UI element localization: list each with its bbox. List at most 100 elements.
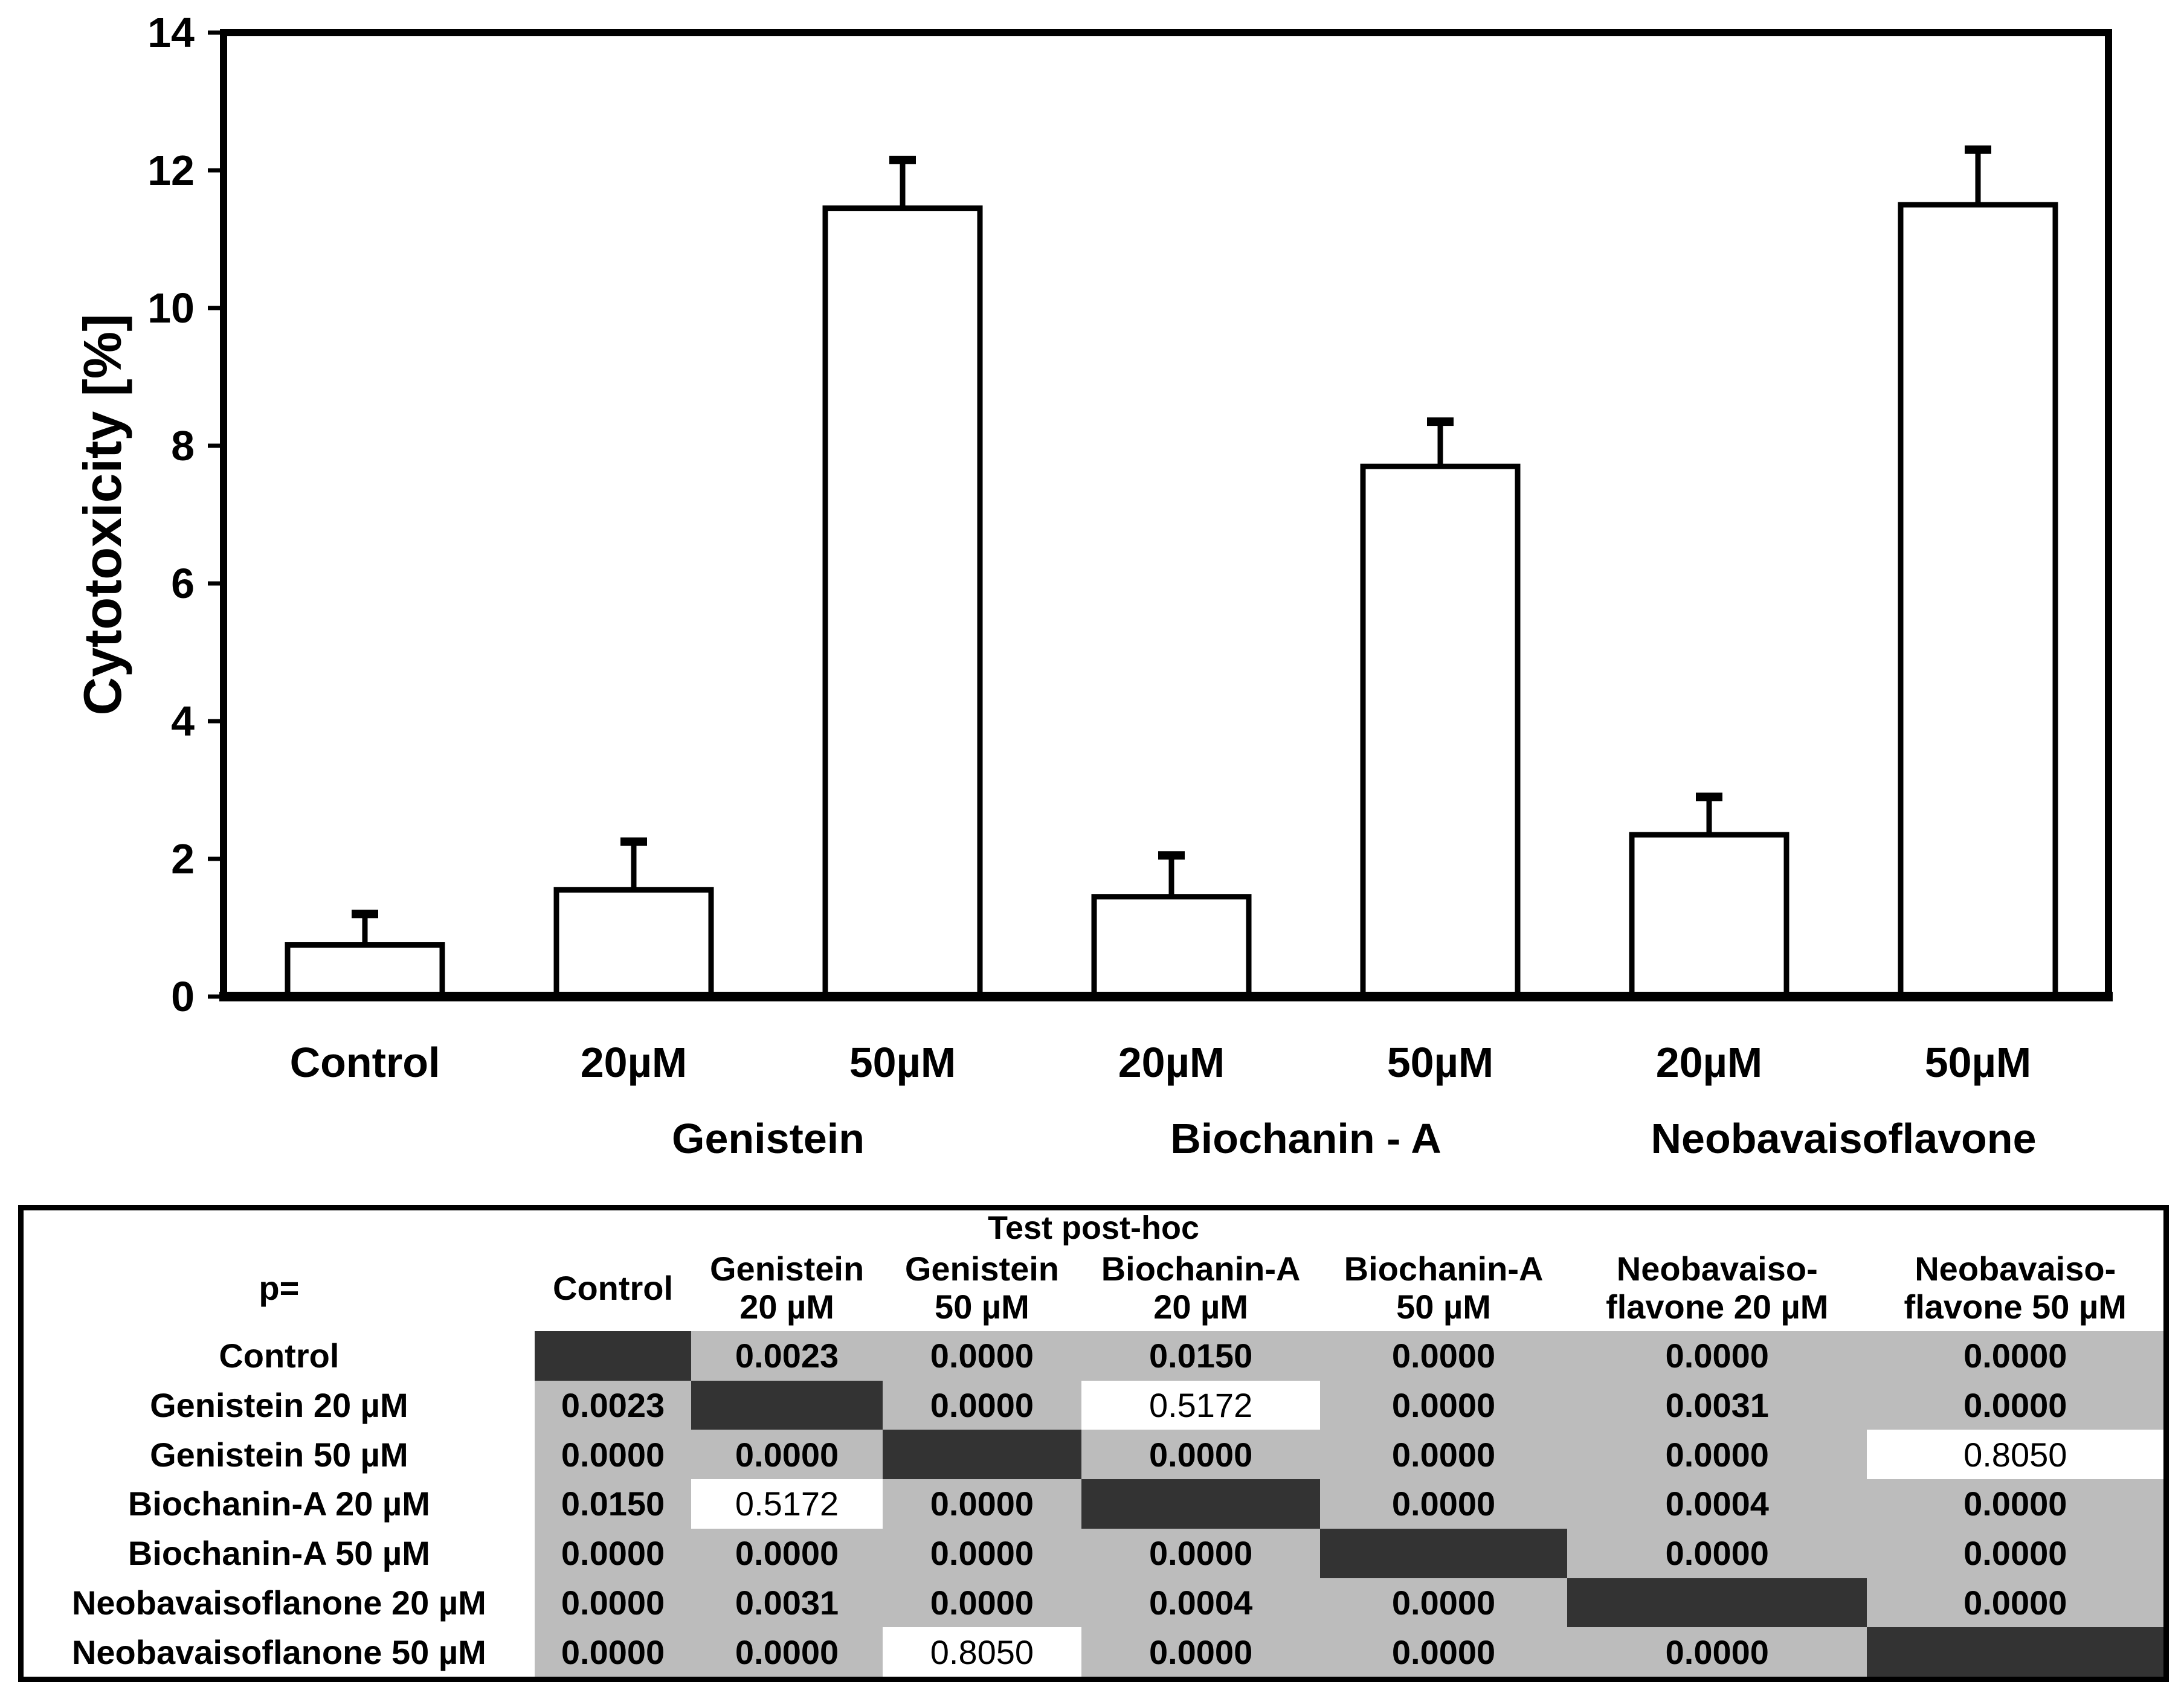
p-value-cell: 0.0000 bbox=[1320, 1430, 1568, 1480]
col-header-line: 20 µM bbox=[1153, 1288, 1248, 1326]
col-header-line: Neobavaiso- bbox=[1915, 1250, 2116, 1288]
diagonal-cell bbox=[691, 1380, 883, 1430]
p-value-cell: 0.0000 bbox=[1081, 1627, 1321, 1677]
row-header: Genistein 20 µM bbox=[24, 1380, 535, 1430]
group-label: Neobavaisoflavone bbox=[1651, 1115, 2037, 1162]
col-header-line: flavone 50 µM bbox=[1904, 1288, 2127, 1326]
col-header: Genistein 50 µM bbox=[882, 1245, 1082, 1331]
x-tick-label: 50µM bbox=[1925, 1039, 2032, 1086]
col-header-line: Control bbox=[553, 1268, 674, 1307]
y-tick-label: 0 bbox=[171, 973, 195, 1020]
p-value-cell: 0.0000 bbox=[882, 1578, 1082, 1628]
p-value-cell: 0.0000 bbox=[1867, 1528, 2163, 1578]
p-value-cell: 0.0000 bbox=[1867, 1380, 2163, 1430]
p-value-cell: 0.0000 bbox=[1320, 1380, 1568, 1430]
p-value-cell: 0.0000 bbox=[691, 1528, 883, 1578]
posthoc-table-grid: Test post-hoc p= Control Genistein 20 µM Ge… bbox=[24, 1210, 2163, 1677]
p-value-cell: 0.0031 bbox=[691, 1578, 883, 1628]
p-value-cell: 0.0000 bbox=[534, 1528, 692, 1578]
bar bbox=[1629, 832, 1789, 1000]
row-header: Neobavaisoflanone 50 µM bbox=[24, 1627, 535, 1677]
p-value-cell: 0.0000 bbox=[882, 1479, 1082, 1529]
p-value-cell: 0.0000 bbox=[882, 1528, 1082, 1578]
p-value-cell: 0.0000 bbox=[1320, 1627, 1568, 1677]
bar bbox=[822, 205, 983, 1000]
p-value-cell: 0.0000 bbox=[691, 1430, 883, 1480]
y-tick-label: 12 bbox=[147, 147, 195, 194]
y-tick-label: 8 bbox=[171, 422, 195, 469]
col-header-line: Biochanin-A bbox=[1101, 1250, 1301, 1288]
col-header-line: Biochanin-A bbox=[1344, 1250, 1544, 1288]
p-value-cell: 0.0000 bbox=[1320, 1479, 1568, 1529]
bar bbox=[1091, 894, 1252, 1000]
x-tick-label: 50µM bbox=[1387, 1039, 1494, 1086]
diagonal-cell bbox=[1081, 1479, 1321, 1529]
p-value-cell: 0.0000 bbox=[1567, 1528, 1867, 1578]
col-header-line: Neobavaiso- bbox=[1616, 1250, 1818, 1288]
p-value-cell: 0.8050 bbox=[882, 1627, 1082, 1677]
p-value-cell: 0.0004 bbox=[1081, 1578, 1321, 1628]
y-tick-label: 14 bbox=[147, 9, 195, 56]
row-header: Control bbox=[24, 1331, 535, 1381]
p-value-cell: 0.0000 bbox=[1867, 1479, 2163, 1529]
diagonal-cell bbox=[1867, 1627, 2163, 1677]
bar bbox=[285, 942, 445, 1000]
col-header-line: 50 µM bbox=[1396, 1288, 1491, 1326]
col-header: Genistein 20 µM bbox=[691, 1245, 883, 1331]
p-value-cell: 0.0000 bbox=[1867, 1578, 2163, 1628]
diagonal-cell bbox=[1567, 1578, 1867, 1628]
p-value-cell: 0.0000 bbox=[882, 1380, 1082, 1430]
col-header-line: Genistein bbox=[904, 1250, 1060, 1288]
col-header: Neobavaiso-flavone 20 µM bbox=[1567, 1245, 1867, 1331]
p-value-cell: 0.0000 bbox=[882, 1331, 1082, 1381]
group-label: Biochanin - A bbox=[1170, 1115, 1442, 1162]
group-label: Genistein bbox=[672, 1115, 865, 1162]
p-value-cell: 0.0000 bbox=[1567, 1430, 1867, 1480]
p-value-cell: 0.0150 bbox=[534, 1479, 692, 1529]
row-header: Biochanin-A 50 µM bbox=[24, 1528, 535, 1578]
posthoc-table: Test post-hoc p= Control Genistein 20 µM Ge… bbox=[18, 1205, 2169, 1682]
p-value-cell: 0.0023 bbox=[691, 1331, 883, 1381]
y-tick-label: 6 bbox=[171, 560, 195, 607]
row-header: Biochanin-A 20 µM bbox=[24, 1479, 535, 1529]
col-header: Control bbox=[534, 1245, 692, 1331]
x-tick-label: 20µM bbox=[1656, 1039, 1763, 1086]
col-header-line: Genistein bbox=[709, 1250, 865, 1288]
x-tick-label: 20µM bbox=[581, 1039, 688, 1086]
cytotoxicity-bar-chart: Cytotoxicity [%] Control 20µM 50µM 20µM 50µM… bbox=[72, 9, 2113, 1162]
p-value-cell: 0.0000 bbox=[691, 1627, 883, 1677]
p-value-cell: 0.0004 bbox=[1567, 1479, 1867, 1529]
p-value-cell: 0.0023 bbox=[534, 1380, 692, 1430]
p-value-cell: 0.0150 bbox=[1081, 1331, 1321, 1381]
col-header-line: 50 µM bbox=[935, 1288, 1029, 1326]
col-header-line: flavone 20 µM bbox=[1606, 1288, 1829, 1326]
p-value-cell: 0.0000 bbox=[1567, 1331, 1867, 1381]
row-header: Neobavaisoflanone 20 µM bbox=[24, 1578, 535, 1628]
p-value-cell: 0.0000 bbox=[1320, 1331, 1568, 1381]
diagonal-cell bbox=[534, 1331, 692, 1381]
y-axis-title: Cytotoxicity [%] bbox=[72, 314, 132, 716]
p-value-cell: 0.0000 bbox=[1081, 1430, 1321, 1480]
col-header: Biochanin-A 20 µM bbox=[1081, 1245, 1321, 1331]
p-value-cell: 0.0000 bbox=[534, 1578, 692, 1628]
p-value-cell: 0.0000 bbox=[1081, 1528, 1321, 1578]
y-tick-label: 4 bbox=[171, 698, 195, 745]
row-header: Genistein 50 µM bbox=[24, 1430, 535, 1480]
p-value-cell: 0.0031 bbox=[1567, 1380, 1867, 1430]
diagonal-cell bbox=[882, 1430, 1082, 1480]
p-value-cell: 0.0000 bbox=[534, 1430, 692, 1480]
p-value-cell: 0.0000 bbox=[1567, 1627, 1867, 1677]
p-value-cell: 0.8050 bbox=[1867, 1430, 2163, 1480]
bar bbox=[1360, 463, 1521, 1000]
p-value-cell: 0.0000 bbox=[1320, 1578, 1568, 1628]
table-title: Test post-hoc bbox=[987, 1210, 1199, 1246]
col-header: Neobavaiso-flavone 50 µM bbox=[1867, 1245, 2163, 1331]
p-value-cell: 0.0000 bbox=[1867, 1331, 2163, 1381]
y-tick-label: 10 bbox=[147, 284, 195, 332]
y-tick-label: 2 bbox=[171, 835, 195, 882]
corner-label: p= bbox=[24, 1245, 535, 1331]
x-tick-label: 50µM bbox=[849, 1039, 956, 1086]
bar bbox=[1898, 202, 2058, 1000]
col-header: Biochanin-A 50 µM bbox=[1320, 1245, 1568, 1331]
